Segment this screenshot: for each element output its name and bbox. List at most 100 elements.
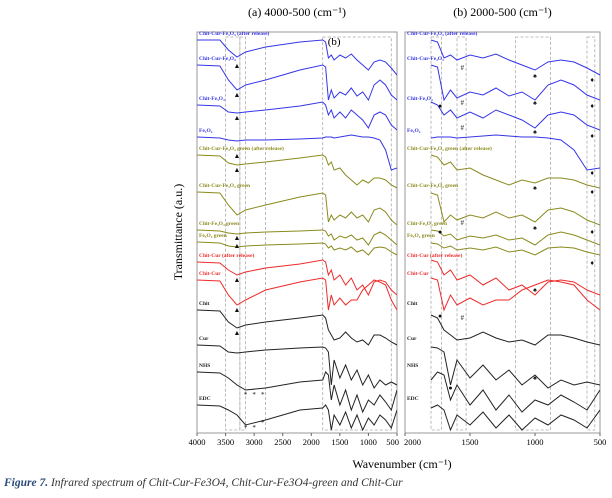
x-axis-label: Wavenumber (cm⁻¹): [352, 457, 451, 471]
peak-marker: ♠: [533, 72, 537, 80]
x-tick-label: 2000: [404, 437, 421, 447]
series-line-11: [197, 344, 397, 390]
series-line-4: [430, 154, 600, 189]
x-tick-label: 3500: [217, 437, 234, 447]
series-line-4: [197, 154, 397, 189]
series-line-6: [197, 229, 397, 246]
series-line-9: [430, 277, 600, 312]
x-tick-label: 2000: [303, 437, 320, 447]
series-line-2: [197, 101, 397, 131]
series-line-8: [430, 259, 600, 296]
series-label: Chit-Fe₃O₄: [407, 96, 433, 102]
peak-marker: *: [244, 391, 248, 399]
series-label: Chit-Fe₃O₄: [199, 96, 225, 102]
peak-marker: ♦: [590, 102, 594, 110]
peak-marker: #: [460, 314, 464, 322]
series-line-13: [197, 404, 397, 432]
series-line-1: [197, 64, 397, 102]
peak-marker: ▲: [234, 242, 241, 250]
series-label: Chit-Cur (after release): [407, 252, 462, 259]
peak-marker: #: [460, 99, 464, 107]
peak-marker: ▲: [234, 234, 241, 242]
series-label: Chit-Fe₃O₄ green: [407, 221, 447, 227]
series-label: Chit-Cur (after release): [199, 252, 254, 259]
series-label: NHS: [407, 363, 418, 369]
plot-frame: [404, 31, 601, 434]
peak-marker: *: [261, 391, 265, 399]
peak-marker: ♠: [533, 224, 537, 232]
peak-marker: #: [460, 124, 464, 132]
series-label: Chit-Cur-Fe₃O₄: [199, 56, 236, 62]
peak-marker: ●: [448, 384, 452, 392]
peak-marker: ▲: [234, 276, 241, 284]
series-label: Chit-Cur-Fe₃O₄ green: [199, 183, 250, 189]
peak-marker: *: [261, 419, 265, 427]
x-tick-label: 2500: [274, 437, 291, 447]
peak-marker: ♠: [533, 286, 537, 294]
dashed-highlight-region: [322, 36, 392, 431]
peak-marker: *: [244, 424, 248, 432]
series-label: Fe₃O₄ green: [407, 233, 435, 239]
series-label: NHS: [199, 363, 210, 369]
series-label: Chit-Fe₃O₄ green: [199, 221, 239, 227]
plot-frame: [196, 31, 398, 434]
x-tick-label: 1500: [331, 437, 348, 447]
series-line-0: [430, 39, 600, 76]
peak-marker: #: [460, 64, 464, 72]
series-line-5: [197, 191, 397, 226]
peak-marker: ▲: [234, 152, 241, 160]
series-label: Fe₃O₄: [199, 128, 213, 134]
peak-marker: ▲: [234, 306, 241, 314]
series-label: Chit-Cur-Fe₃O₄ green (after release): [199, 145, 284, 152]
x-tick-label: 500: [594, 437, 607, 447]
series-line-11: [430, 346, 600, 389]
series-line-7: [430, 242, 600, 256]
series-label: EDC: [407, 396, 419, 402]
peak-marker: ♠: [533, 99, 537, 107]
caption-text: Infrared spectrum of Chit-Cur-Fe3O4, Chi…: [50, 477, 403, 489]
series-line-0: [197, 39, 397, 76]
peak-marker: ▲: [234, 91, 241, 99]
series-line-13: [430, 404, 600, 432]
peak-marker: *: [252, 424, 256, 432]
panel-title: (b) 2000-500 (cm⁻¹): [453, 5, 552, 19]
peak-marker: ▲: [234, 62, 241, 70]
series-label: Cur: [407, 336, 417, 342]
series-line-6: [430, 229, 600, 246]
dashed-highlight-region: [456, 36, 467, 431]
series-line-8: [197, 259, 397, 297]
peak-marker: ●: [438, 312, 442, 320]
series-label: Cur: [199, 336, 209, 342]
x-tick-label: 500: [386, 437, 399, 447]
series-line-9: [197, 277, 397, 311]
series-line-3: [430, 134, 600, 171]
figure-caption: Figure 7. Infrared spectrum of Chit-Cur-…: [4, 477, 403, 489]
peak-marker: ♦: [590, 188, 594, 196]
panel-title: (a) 4000-500 (cm⁻¹): [248, 5, 346, 19]
caption-label: Figure 7.: [4, 477, 49, 489]
series-label: EDC: [199, 396, 211, 402]
series-line-2: [430, 101, 600, 131]
peak-marker: ♠: [533, 128, 537, 136]
series-label: Chit-Cur-Fe₃O₄ green: [407, 183, 458, 189]
peak-marker: ♦: [590, 76, 594, 84]
peak-marker: ♦: [590, 259, 594, 267]
series-label: Chit-Cur-Fe₃O₄ (after release): [407, 30, 478, 37]
peak-marker: ●: [438, 228, 442, 236]
series-label: Chit-Cur: [407, 271, 429, 277]
peak-marker: *: [252, 391, 256, 399]
series-line-5: [430, 192, 600, 226]
panel-b: (b) 2000-500 (cm⁻¹) 2000 1500 1000 500 Chit-C…: [404, 5, 606, 447]
x-tick-label: 1000: [527, 437, 544, 447]
series-line-7: [197, 241, 397, 256]
peak-marker: ●: [438, 102, 442, 110]
dashed-highlight-region: [586, 36, 596, 431]
x-tick-label: 1500: [462, 437, 479, 447]
x-tick-label: 1000: [360, 437, 377, 447]
x-tick-label: 3000: [246, 437, 263, 447]
inset-label: (b): [328, 36, 341, 48]
series-label: Chit-Cur-Fe₃O₄ green (after release): [407, 145, 492, 152]
series-label: Chit: [407, 301, 418, 307]
